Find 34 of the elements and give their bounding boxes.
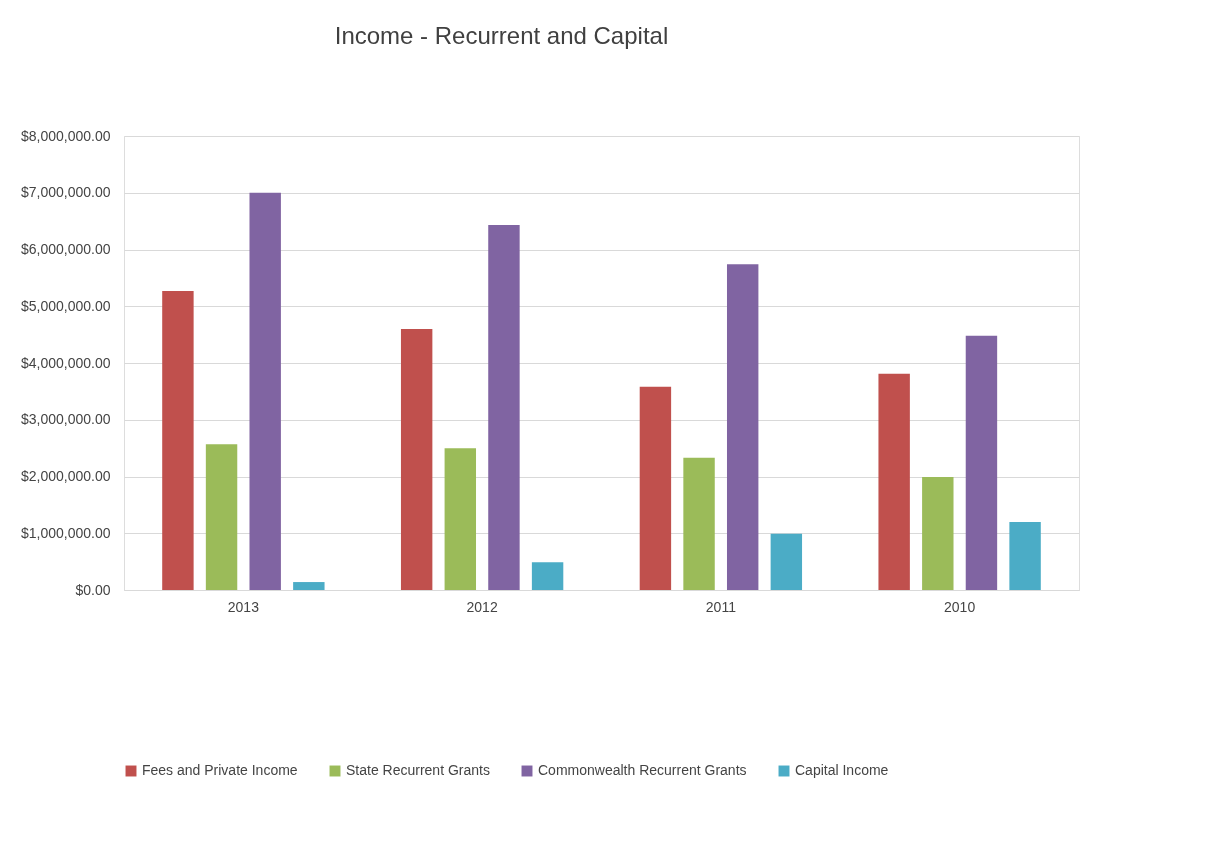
bar [531,562,564,590]
y-tick-label: $4,000,000.00 [20,354,111,371]
bar [205,444,238,590]
bar [488,225,520,590]
y-tick-label: $6,000,000.00 [20,241,111,257]
bar [293,582,325,590]
bar [683,457,715,590]
bar [922,477,954,590]
bar [726,264,759,590]
y-tick-label: $0.00 [75,581,111,598]
y-tick-label: $1,000,000.00 [20,524,111,541]
bar [639,386,672,590]
bar [444,448,477,590]
x-tick-label: 2011 [705,598,737,615]
legend-label: State Recurrent Grants [346,762,490,778]
legend-label: Commonwealth Recurrent Grants [538,762,747,778]
bar [1009,521,1041,590]
bar [400,328,433,590]
y-tick-label: $2,000,000.00 [20,468,111,484]
x-tick-label: 2013 [227,598,260,615]
chart-title: Income - Recurrent and Capital [334,22,669,49]
legend-label: Capital Income [795,762,889,778]
bar [770,533,803,590]
bar [249,192,281,590]
bar [965,335,998,590]
legend-label: Fees and Private Income [142,762,298,778]
y-tick-label: $7,000,000.00 [20,184,111,201]
x-tick-label: 2012 [466,598,498,615]
bar [162,290,194,590]
y-tick-label: $3,000,000.00 [20,411,111,428]
y-tick-label: $5,000,000.00 [20,297,111,314]
x-tick-label: 2010 [944,598,976,615]
y-tick-label: $8,000,000.00 [20,127,111,144]
bar [878,373,910,590]
